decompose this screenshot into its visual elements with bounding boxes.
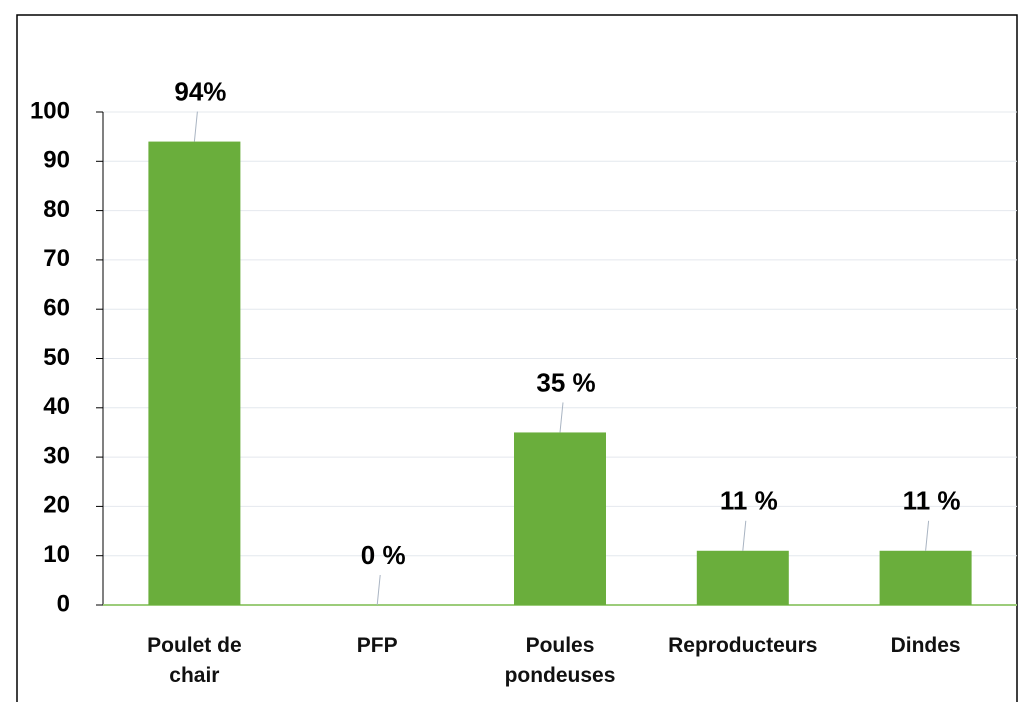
bar xyxy=(514,432,606,605)
leader-line xyxy=(193,111,198,142)
x-tick-label: Poules pondeuses xyxy=(504,634,616,687)
leader-line xyxy=(742,520,747,551)
leader-line xyxy=(925,520,930,551)
data-label: 35 % xyxy=(536,367,595,397)
x-tick-label: Poulet de chair xyxy=(147,634,242,687)
y-tick-label: 70 xyxy=(43,245,70,272)
frame xyxy=(16,14,1018,702)
y-tick-label: 90 xyxy=(43,147,70,174)
data-label: 94% xyxy=(174,76,226,106)
y-tick-label: 30 xyxy=(43,442,70,469)
y-tick-label: 40 xyxy=(43,393,70,420)
x-tick-label: Reproducteurs xyxy=(668,634,818,657)
y-tick-label: 0 xyxy=(57,590,70,617)
y-tick-label: 80 xyxy=(43,196,70,223)
data-label: 11 % xyxy=(903,486,961,516)
y-tick-label: 20 xyxy=(43,492,70,519)
leader-line xyxy=(376,574,381,606)
bar xyxy=(879,550,972,605)
leader-line xyxy=(559,402,564,433)
x-tick-label: Dindes xyxy=(890,634,961,657)
bar xyxy=(148,141,241,605)
y-tick-label: 10 xyxy=(43,541,70,568)
y-tick-label: 50 xyxy=(43,344,70,371)
x-tick-label: PFP xyxy=(356,634,398,657)
data-label: 11 % xyxy=(720,486,778,516)
y-tick-label: 60 xyxy=(43,295,70,322)
bar xyxy=(696,550,789,605)
y-tick-label: 100 xyxy=(30,97,70,124)
data-label: 0 % xyxy=(361,540,406,570)
